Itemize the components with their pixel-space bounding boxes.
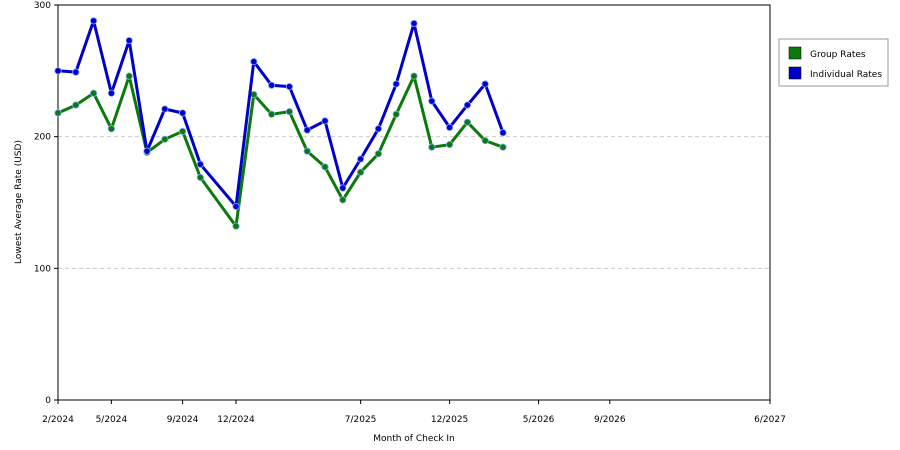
data-point-group-rates [374,150,382,158]
data-point-individual-rates [267,81,276,89]
data-point-group-rates [285,108,293,116]
data-point-group-rates [339,196,347,204]
data-point-individual-rates [72,68,80,76]
data-point-group-rates [428,143,436,151]
data-point-individual-rates [196,160,204,168]
data-point-individual-rates [445,123,454,132]
data-point-individual-rates [107,89,116,97]
data-point-individual-rates [321,117,329,125]
series-lines [54,17,507,230]
x-tick-label: 9/2024 [167,415,199,425]
data-point-group-rates [54,109,62,117]
y-tick-label: 200 [34,133,51,143]
x-tick-label: 5/2024 [96,415,128,425]
x-tick-label: 7/2025 [345,415,377,425]
data-point-individual-rates [339,184,347,192]
data-point-individual-rates [90,17,98,25]
data-point-individual-rates [285,83,293,91]
gridlines [58,136,770,269]
data-point-individual-rates [481,80,489,88]
data-point-individual-rates [428,97,436,105]
data-point-group-rates [125,72,133,80]
data-point-individual-rates [54,67,62,75]
data-point-group-rates [179,127,187,135]
legend-label-group-rates: Group Rates [810,50,866,60]
x-tick-label: 12/2024 [217,415,255,425]
data-point-group-rates [321,163,329,171]
data-point-group-rates [161,135,169,143]
data-point-group-rates [250,90,258,99]
data-point-individual-rates [161,105,169,113]
data-point-group-rates [72,101,80,109]
y-tick-label: 300 [34,1,51,11]
data-point-group-rates [499,143,507,151]
x-tick-label: 9/2026 [594,415,626,425]
data-point-group-rates [90,89,98,97]
data-point-individual-rates [179,109,187,117]
x-tick-label: 2/2024 [42,415,74,425]
data-point-group-rates [463,118,471,126]
data-point-group-rates [232,222,240,230]
data-point-individual-rates [356,155,365,163]
data-point-individual-rates [410,19,418,28]
data-point-group-rates [356,168,365,176]
data-point-individual-rates [143,147,151,155]
x-axis: 2/2024 5/2024 9/2024 12/2024 7/2025 12/2025 5/… [42,400,786,425]
data-point-individual-rates [392,80,400,88]
data-point-group-rates [303,147,311,155]
y-axis: 0 100 200 300 [34,1,58,406]
y-tick-label: 100 [34,264,51,274]
y-tick-label: 0 [45,396,51,406]
legend-label-individual-rates: Individual Rates [810,70,882,80]
legend-swatch-individual-rates [788,66,802,80]
x-axis-title: Month of Check In [373,434,455,444]
data-point-group-rates [267,110,276,118]
data-point-individual-rates [250,58,258,66]
legend: Group Rates Individual Rates [778,38,889,87]
plot-frame [57,4,771,401]
x-tick-label: 5/2026 [523,415,555,425]
legend-swatch-group-rates [788,46,802,60]
series-line-group-rates [57,74,504,228]
y-axis-title: Lowest Average Rate (USD) [14,140,24,264]
data-point-group-rates [107,125,116,133]
data-point-individual-rates [125,36,133,45]
data-point-group-rates [445,140,454,149]
x-tick-label: 6/2027 [754,415,786,425]
data-point-individual-rates [463,101,471,109]
x-tick-label: 12/2025 [431,415,468,425]
data-point-individual-rates [499,129,507,137]
data-point-individual-rates [232,202,240,211]
data-point-group-rates [410,72,418,80]
data-point-individual-rates [374,125,382,133]
data-point-group-rates [392,110,400,118]
data-point-group-rates [481,137,489,145]
data-point-group-rates [196,173,204,182]
data-point-individual-rates [303,126,311,134]
